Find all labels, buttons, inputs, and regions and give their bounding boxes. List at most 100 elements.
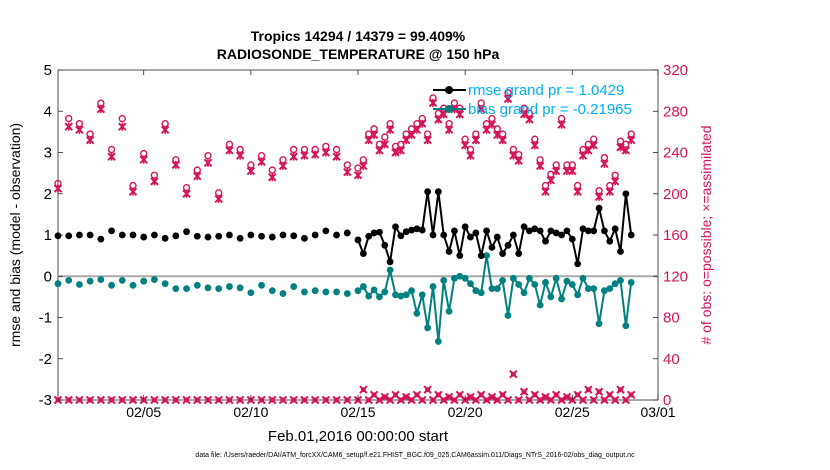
low-count-marker <box>493 395 502 405</box>
assimilated-count-marker <box>498 135 507 145</box>
bias-point <box>429 283 437 290</box>
assimilated-count-marker <box>321 148 331 157</box>
rmse-point <box>568 235 576 243</box>
tick-layer: -3 -2 -1 0 1 2 3 4 5 0 40 80 120 160 200 240 280 320 02/05… <box>39 62 688 420</box>
low-count-marker <box>128 395 138 405</box>
dot <box>494 397 500 403</box>
low-count-marker <box>514 395 523 405</box>
rmse-point <box>483 227 490 235</box>
rmse-point <box>408 226 415 234</box>
rmse-point <box>402 228 410 236</box>
rmse-point <box>204 233 212 241</box>
bias-point <box>413 309 421 317</box>
x-tick-label: 02/15 <box>340 404 375 420</box>
dot <box>403 394 409 400</box>
rmse-point <box>65 232 73 240</box>
assimilated-count-marker <box>503 94 513 104</box>
dot <box>526 397 532 403</box>
bias-point <box>477 289 485 297</box>
assimilated-count-marker <box>300 151 309 160</box>
rmse-point <box>108 227 115 235</box>
assimilated-count-marker <box>487 120 497 129</box>
low-count-marker <box>171 395 181 405</box>
assimilated-count-marker <box>573 187 582 196</box>
dot <box>543 394 548 400</box>
possible-count-marker <box>107 145 116 154</box>
rmse-point <box>247 231 255 239</box>
rmse-point <box>461 223 469 231</box>
assimilated-count-marker <box>460 141 470 150</box>
dot <box>473 397 479 403</box>
assimilated-count-marker <box>546 176 556 185</box>
bias-point <box>236 284 244 292</box>
assimilated-count-marker <box>541 187 550 196</box>
bias-point <box>424 324 432 332</box>
low-count-marker <box>627 390 636 400</box>
low-count-marker <box>444 392 454 402</box>
assimilated-count-marker <box>423 135 432 145</box>
assimilated-count-marker <box>605 187 614 196</box>
assimilated-count-marker <box>150 177 159 186</box>
low-count-marker <box>380 392 389 402</box>
y-left-tick-label: 1 <box>44 227 52 244</box>
rmse-point <box>97 235 105 243</box>
low-count-marker <box>396 395 406 405</box>
y-left-tick-label: 0 <box>44 268 52 285</box>
y-right-tick-label: 280 <box>663 103 688 120</box>
bias-point <box>563 277 571 285</box>
bias-point <box>65 276 73 284</box>
dot <box>548 397 554 403</box>
rmse-point <box>268 233 276 241</box>
possible-count-marker <box>268 166 276 174</box>
bias-point <box>376 293 383 301</box>
dot <box>441 397 447 403</box>
y-left-tick-label: -1 <box>39 310 52 327</box>
bias-point <box>76 281 83 288</box>
y-left-tick-label: 2 <box>44 186 52 203</box>
bias-point <box>365 292 373 300</box>
assimilated-count-marker <box>600 159 609 169</box>
low-count-marker <box>359 385 368 394</box>
bias-point <box>386 266 394 274</box>
y-left-tick-label: 5 <box>44 62 52 79</box>
bias-point <box>504 312 512 319</box>
assimilated-count-marker <box>268 173 277 182</box>
rmse-point <box>290 232 298 240</box>
bias-point <box>622 322 630 330</box>
low-count-marker <box>310 395 320 405</box>
low-count-marker <box>519 387 529 396</box>
dot <box>194 397 200 403</box>
y-axis-label-left: rmse and bias (model - observation) <box>7 123 23 347</box>
dot <box>205 397 211 403</box>
dot <box>259 397 265 403</box>
assimilated-count-marker <box>235 151 245 160</box>
bias-point <box>595 320 603 328</box>
rmse-point <box>590 227 598 235</box>
dot <box>387 397 393 403</box>
assimilated-count-marker <box>160 125 170 135</box>
low-count-marker <box>594 387 604 396</box>
assimilated-count-marker <box>96 104 106 114</box>
rmse-point <box>627 231 635 239</box>
low-count-marker <box>487 392 497 402</box>
dot <box>382 394 388 400</box>
dot <box>269 397 275 403</box>
assimilated-count-marker <box>246 166 256 176</box>
rmse-point <box>301 234 308 242</box>
assimilated-count-marker <box>466 151 475 160</box>
rmse-point <box>54 232 62 240</box>
bias-point <box>108 281 115 289</box>
dot <box>446 394 452 400</box>
rmse-point <box>563 227 571 235</box>
dot <box>216 397 222 403</box>
low-count-marker <box>584 385 593 394</box>
dot <box>559 397 565 403</box>
assimilated-count-marker <box>85 135 95 145</box>
dot <box>612 397 618 403</box>
low-count-marker <box>75 395 84 405</box>
rmse-point <box>226 231 233 239</box>
assimilated-count-marker <box>214 194 223 204</box>
y-right-tick-label: 120 <box>663 268 688 285</box>
bias-point <box>493 285 501 293</box>
assimilated-count-marker <box>396 146 406 155</box>
